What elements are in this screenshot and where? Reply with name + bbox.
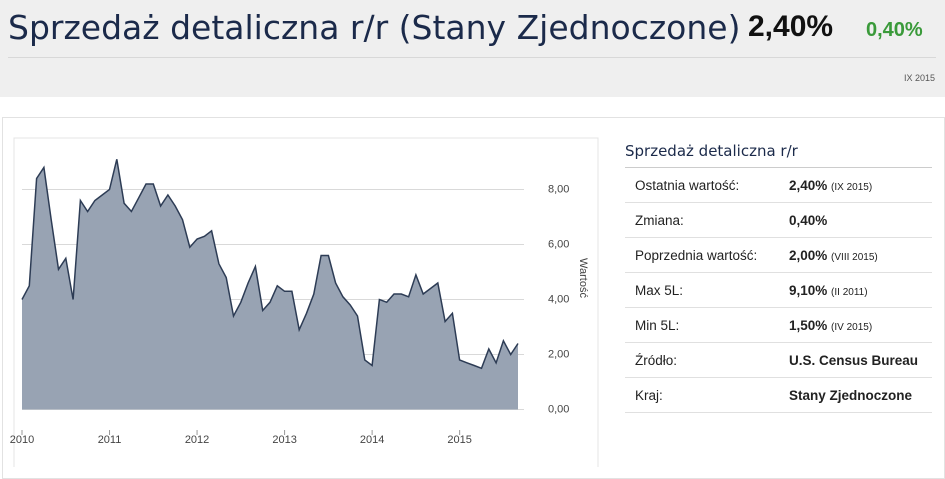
y-tick-label: 0,00 (548, 403, 569, 415)
date: IX 2015 (903, 73, 935, 83)
y-tick-label: 2,00 (548, 348, 569, 360)
header: Sprzedaż detaliczna r/r (Stany Zjednoczo… (0, 0, 945, 97)
row-label: Kraj: (635, 387, 663, 403)
table-row: Min 5L: 1,50% (IV 2015) (625, 308, 932, 343)
value-text: 2,00% (789, 247, 828, 263)
row-value: 9,10% (II 2011) (789, 283, 929, 298)
x-tick-label: 2013 (272, 434, 296, 446)
x-tick-label: 2014 (360, 434, 384, 446)
row-label: Źródło: (635, 352, 678, 368)
y-tick-label: 6,00 (548, 238, 569, 250)
value-text: 1,50% (789, 317, 828, 333)
value-text: Stany Zjednoczone (789, 387, 913, 403)
line (21, 159, 519, 370)
x-tick-label: 2012 (185, 434, 209, 446)
row-label: Ostatnia wartość: (635, 177, 740, 193)
row-value: 2,40% (IX 2015) (789, 178, 929, 193)
value-text: U.S. Census Bureau (789, 352, 919, 368)
value-text: 9,10% (789, 282, 828, 298)
x-tick-label: 2011 (98, 434, 122, 446)
latest-value: 2,40% (748, 10, 834, 43)
value-date: (IX 2015) (831, 181, 873, 193)
y-axis-title: Wartość (577, 258, 589, 298)
table-row: Źródło: U.S. Census Bureau (625, 343, 932, 378)
divider (8, 57, 936, 58)
row-label: Poprzednia wartość: (635, 247, 758, 263)
value-date: (VIII 2015) (831, 251, 878, 263)
x-tick-label: 2010 (10, 434, 34, 446)
value-date: (II 2011) (831, 286, 868, 298)
y-tick-label: 8,00 (548, 183, 569, 195)
y-tick-label: 4,00 (548, 293, 569, 305)
table-row: Zmiana: 0,40% (625, 203, 932, 238)
value-text: 0,40% (789, 212, 828, 228)
row-value: 1,50% (IV 2015) (789, 318, 929, 333)
table-row: Poprzednia wartość: 2,00% (VIII 2015) (625, 238, 932, 273)
area (22, 159, 518, 410)
table-row: Max 5L: 9,10% (II 2011) (625, 273, 932, 308)
row-value: Stany Zjednoczone (789, 388, 929, 403)
chart: Wartość 0,00 2,00 4,00 6,00 8,00 2010 2011 2012… (10, 137, 599, 467)
value-date: (IV 2015) (831, 321, 873, 333)
table-body: Ostatnia wartość: 2,40% (IX 2015) Zmiana: 0… (625, 168, 932, 413)
row-label: Max 5L: (635, 282, 684, 298)
row-label: Zmiana: (635, 212, 684, 228)
info-table: Sprzedaż detaliczna r/r Ostatnia wartość… (625, 138, 932, 413)
row-value: 2,00% (VIII 2015) (789, 248, 929, 263)
title: Sprzedaż detaliczna r/r (Stany Zjednoczo… (8, 8, 741, 47)
x-tick-label: 2015 (447, 434, 471, 446)
table-row: Kraj: Stany Zjednoczone (625, 378, 932, 413)
value-text: 2,40% (789, 177, 828, 193)
row-label: Min 5L: (635, 317, 680, 333)
table-row: Ostatnia wartość: 2,40% (IX 2015) (625, 168, 932, 203)
change: 0,40% (866, 19, 923, 41)
table-title: Sprzedaż detaliczna r/r (625, 138, 932, 168)
row-value: U.S. Census Bureau (789, 353, 929, 368)
row-value: 0,40% (789, 213, 929, 228)
